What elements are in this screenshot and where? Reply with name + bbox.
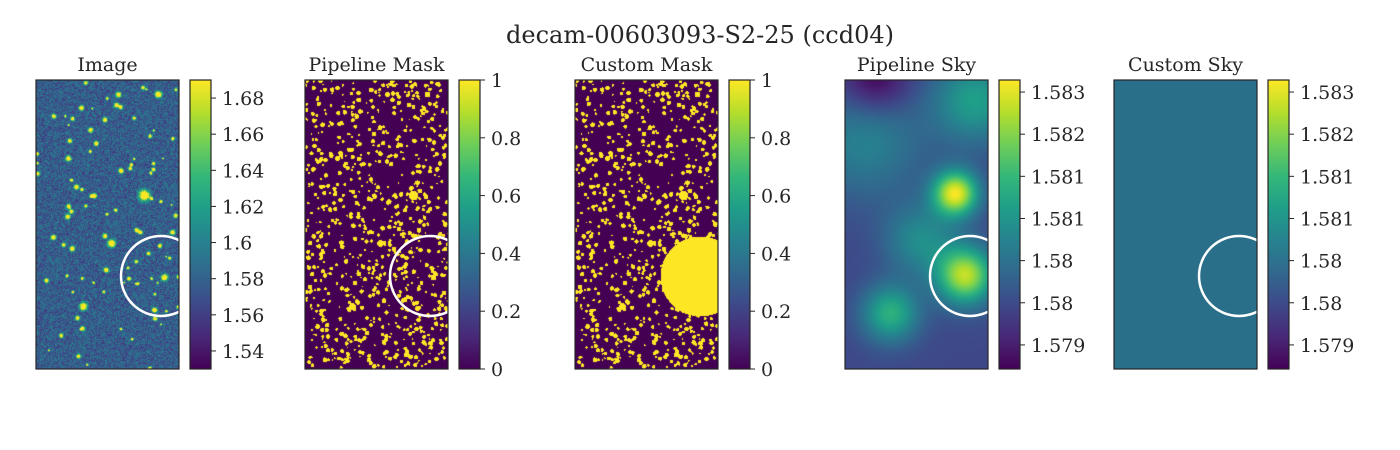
colorbar-tick-label: 0.2	[491, 301, 521, 323]
aperture-circle	[1197, 234, 1257, 318]
colorbar-tick-label: 1.583	[1031, 82, 1085, 104]
colorbar-tick-label: 1.66	[222, 124, 264, 146]
axes-frame	[574, 79, 719, 370]
colorbar-tick-label: 1.58	[1300, 251, 1342, 273]
colorbar-tick-label: 1.583	[1300, 82, 1354, 104]
colorbar-tick-label: 0.8	[491, 128, 521, 150]
colorbar-tick-label: 1.582	[1300, 124, 1354, 146]
colorbar-tick-label: 1.581	[1031, 166, 1085, 188]
colorbar-tick-label: 1.581	[1031, 208, 1085, 230]
colorbar-tick-label: 0.2	[761, 301, 791, 323]
colorbar-tick-label: 1.581	[1300, 166, 1354, 188]
colorbar-tick-label: 1.58	[1300, 293, 1342, 315]
colorbar	[459, 80, 480, 369]
aperture-circle	[388, 234, 448, 318]
colorbar-frame	[728, 79, 751, 370]
heatmap-image	[845, 80, 988, 369]
colorbar-frame	[458, 79, 481, 370]
colorbar-tick-label: 0	[761, 359, 773, 381]
colorbar-tick-label: 1	[761, 70, 773, 92]
heatmap-image	[305, 80, 448, 369]
colorbar-frame	[1267, 79, 1290, 370]
colorbar	[1268, 80, 1289, 369]
colorbar-tick-label: 0	[491, 359, 503, 381]
colorbar-tick-label: 0.4	[761, 243, 791, 265]
axes-frame	[304, 79, 449, 370]
colorbar-frame	[189, 79, 212, 370]
panel-title: Pipeline Sky	[857, 54, 976, 76]
figure-title: decam-00603093-S2-25 (ccd04)	[506, 21, 894, 49]
colorbar-tick-label: 0.8	[761, 128, 791, 150]
colorbar-tick-label: 1.579	[1300, 335, 1354, 357]
colorbar	[190, 80, 211, 369]
colorbar-tick-label: 1.54	[222, 341, 264, 363]
axes-frame	[844, 79, 989, 370]
panel-4: Pipeline Sky 1.579 1.58 1.58 1.581 1.581 1.582…	[844, 54, 1085, 370]
colorbar-tick-label: 1.58	[1031, 251, 1073, 273]
axes-frame	[1113, 79, 1258, 370]
colorbar-tick-label: 1.64	[222, 160, 264, 182]
colorbar-tick-label: 1	[491, 70, 503, 92]
panel-title: Pipeline Mask	[309, 54, 445, 76]
axes-frame	[35, 79, 180, 370]
heatmap-image	[575, 80, 718, 369]
colorbar-tick-label: 1.582	[1031, 124, 1085, 146]
heatmap-image	[1114, 80, 1257, 369]
colorbar	[999, 80, 1020, 369]
colorbar-tick-label: 0.6	[491, 186, 521, 208]
colorbar-tick-label: 1.56	[222, 305, 264, 327]
panel-title: Image	[77, 54, 137, 76]
colorbar-frame	[998, 79, 1021, 370]
colorbar-tick-label: 1.62	[222, 196, 264, 218]
colorbar-tick-label: 0.6	[761, 186, 791, 208]
colorbar-tick-label: 0.4	[491, 243, 521, 265]
panel-2: Pipeline Mask 0 0.2 0.4 0.6 0.8 1	[304, 54, 521, 381]
panel-title: Custom Mask	[581, 54, 713, 76]
panel-3: Custom Mask 0 0.2 0.4 0.6 0.8 1	[574, 54, 791, 381]
panel-1: Image 1.54 1.56 1.58 1.6 1.62 1.64 1.66 1.68	[35, 54, 264, 370]
colorbar-tick-label: 1.579	[1031, 335, 1085, 357]
panel-5: Custom Sky 1.579 1.58 1.58 1.581 1.581 1.582 1.…	[1113, 54, 1354, 370]
aperture-circle	[928, 234, 988, 318]
colorbar-tick-label: 1.6	[222, 233, 252, 255]
heatmap-image	[36, 80, 179, 369]
colorbar	[729, 80, 750, 369]
colorbar-tick-label: 1.581	[1300, 208, 1354, 230]
colorbar-tick-label: 1.58	[222, 269, 264, 291]
panel-title: Custom Sky	[1128, 54, 1243, 76]
colorbar-tick-label: 1.68	[222, 88, 264, 110]
aperture-circle	[119, 234, 179, 318]
colorbar-tick-label: 1.58	[1031, 293, 1073, 315]
